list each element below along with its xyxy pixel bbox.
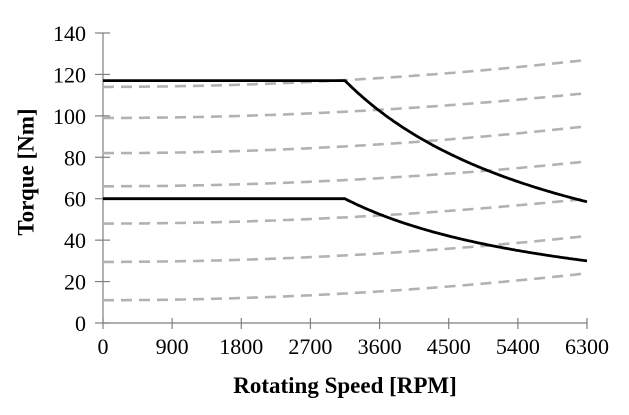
x-tick-label: 900 [156,334,189,359]
y-tick-label: 40 [64,228,86,253]
load-curve-7 [103,272,588,302]
x-tick-label: 2700 [288,334,332,359]
load-curve-1 [103,58,588,89]
y-tick-label: 20 [64,270,86,295]
continuous-torque-envelope [103,197,588,263]
load-curve-3 [103,124,588,155]
x-tick-label: 6300 [565,334,609,359]
y-tick-label: 80 [64,145,86,170]
x-tick-label: 4500 [427,334,471,359]
load-curve-2 [103,91,588,120]
max-torque-envelope [103,79,588,204]
load-curve-4 [103,160,588,188]
y-tick-label: 100 [53,104,86,129]
load-curve-6 [103,234,588,264]
x-axis-title: Rotating Speed [RPM] [233,373,457,398]
x-tick-label: 3600 [358,334,402,359]
y-tick-label: 60 [64,187,86,212]
y-tick-label: 120 [53,62,86,87]
x-tick-label: 1800 [219,334,263,359]
y-tick-label: 140 [53,21,86,46]
y-tick-label: 0 [75,311,86,336]
x-tick-label: 5400 [496,334,540,359]
load-curve-5 [103,197,588,225]
y-axis-title: Torque [Nm] [13,108,39,236]
x-tick-label: 0 [98,334,109,359]
